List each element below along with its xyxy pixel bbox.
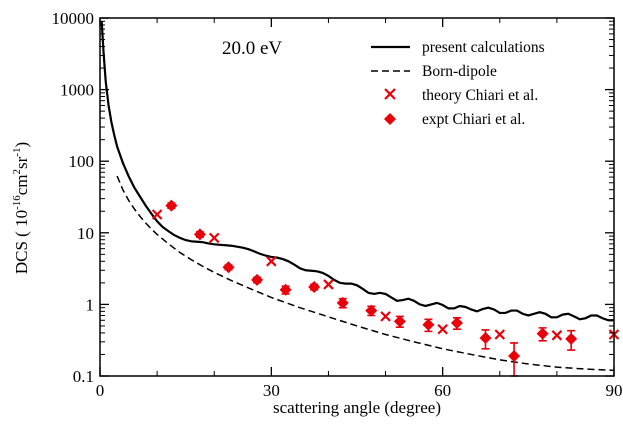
curves-layer [100,21,614,372]
expt-point [479,331,492,344]
expt-point [165,199,178,212]
y-label-exp3: -1 [11,148,23,157]
legend-label-born-dipole: Born-dipole [422,63,497,80]
theory-point [266,256,277,267]
theory-point [494,329,506,340]
legend-label-theory: theory Chiari et al. [422,87,538,104]
x-tick-label: 30 [263,381,280,400]
born-dipole-curve [116,175,614,372]
y-tick-label: 1000 [60,81,94,100]
legend-label-present-calculations: present calculations [422,39,545,56]
expt-point [508,350,521,363]
x-tick-label: 90 [606,381,623,400]
legend-marker-expt [384,113,396,125]
expt-point [422,318,435,331]
theory-point [380,311,391,322]
theory-point [151,209,163,220]
y-label-mid2: sr [12,156,31,169]
expt-point [222,261,235,274]
y-label-mid1: cm [12,174,31,195]
ticks-layer: 0 30 60 90 0.1 1 10 100 1000 10000 [52,9,623,400]
legend: present calculations Born-dipole theory … [371,39,545,128]
theory-point [208,232,220,244]
x-tick-label: 60 [434,381,451,400]
legend-marker-theory [384,88,396,100]
theory-point [323,279,334,290]
expt-point [365,304,378,317]
expt-point [279,283,292,296]
expt-point [308,280,321,293]
expt-point [193,228,206,241]
legend-label-expt: expt Chiari et al. [422,111,525,128]
y-label-exp2: 2 [11,169,23,175]
expt-point [450,316,463,329]
expt-point [251,273,264,286]
energy-annotation: 20.0 eV [222,38,282,59]
expt-point [565,332,578,345]
y-tick-label: 100 [69,152,95,171]
expt-point [536,327,549,340]
y-tick-label: 10 [77,224,94,243]
expt-point [336,296,349,309]
theory-point [437,323,448,335]
y-label-exp1: -16 [11,195,23,210]
theory-point [551,330,563,341]
y-label-suffix: ) [12,142,31,148]
x-axis-label: scattering angle (degree) [273,398,441,417]
x-tick-label: 0 [96,381,105,400]
plot-frame [99,17,615,377]
y-tick-label: 1 [86,295,95,314]
y-label-prefix: DCS ( 10 [12,210,31,274]
y-tick-label: 10000 [52,9,95,28]
present-calculations-curve [100,21,614,322]
markers-layer [151,199,620,377]
expt-point [393,315,406,328]
y-axis-label: DCS ( 10-16cm2sr-1) [11,142,31,274]
y-tick-label: 0.1 [73,367,94,386]
